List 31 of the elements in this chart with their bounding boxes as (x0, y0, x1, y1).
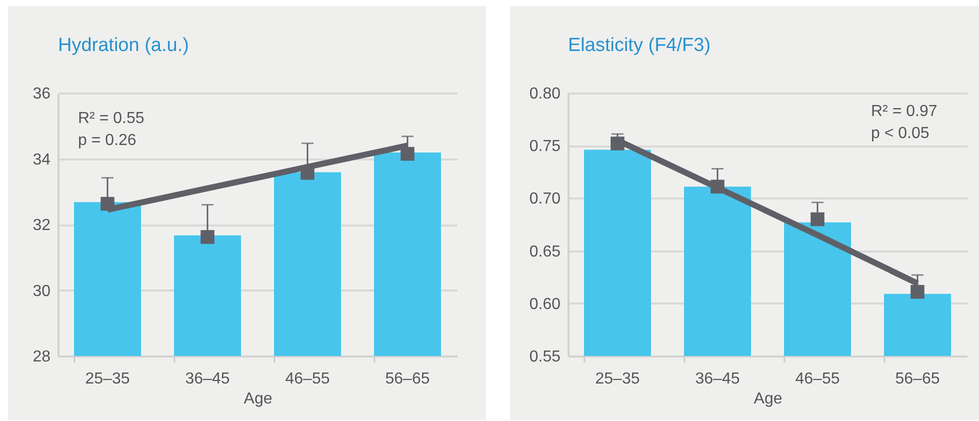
point (200, 230, 214, 244)
x-tick-label: 36–45 (695, 370, 740, 388)
x-tick-label: 46–55 (795, 370, 840, 388)
chart-title: Elasticity (F4/F3) (568, 35, 711, 56)
annotation: p = 0.26 (78, 132, 136, 149)
x-tick-label: 25–35 (85, 370, 130, 388)
annotation: p < 0.05 (871, 125, 930, 142)
y-tick-label: 28 (32, 348, 51, 366)
y-tick-label: 0.60 (529, 296, 561, 313)
y-tick-label: 32 (32, 217, 51, 234)
point (910, 284, 924, 299)
annotation: R² = 0.55 (78, 110, 144, 127)
y-tick-label: 0.65 (529, 243, 561, 260)
x-tick-label: 56–65 (385, 370, 430, 388)
y-tick-label: 36 (32, 86, 51, 102)
x-tick-label: 36–45 (185, 370, 230, 388)
y-tick-label: 0.55 (529, 348, 561, 366)
chart-title: Hydration (a.u.) (58, 35, 189, 56)
y-tick-label: 30 (32, 282, 51, 300)
x-tick-label: 25–35 (595, 370, 640, 388)
x-tick-label: 56–65 (895, 370, 940, 388)
y-tick-label: 0.70 (529, 190, 561, 208)
y-tick-label: 0.80 (529, 86, 561, 102)
x-axis-title: Age (244, 390, 272, 408)
annotation: R² = 0.97 (871, 103, 938, 120)
y-tick-label: 0.75 (529, 138, 561, 156)
point (810, 212, 824, 226)
y-tick-label: 34 (32, 151, 51, 168)
point (400, 146, 414, 161)
x-tick-label: 46–55 (285, 370, 330, 388)
x-axis-title: Age (754, 390, 782, 408)
